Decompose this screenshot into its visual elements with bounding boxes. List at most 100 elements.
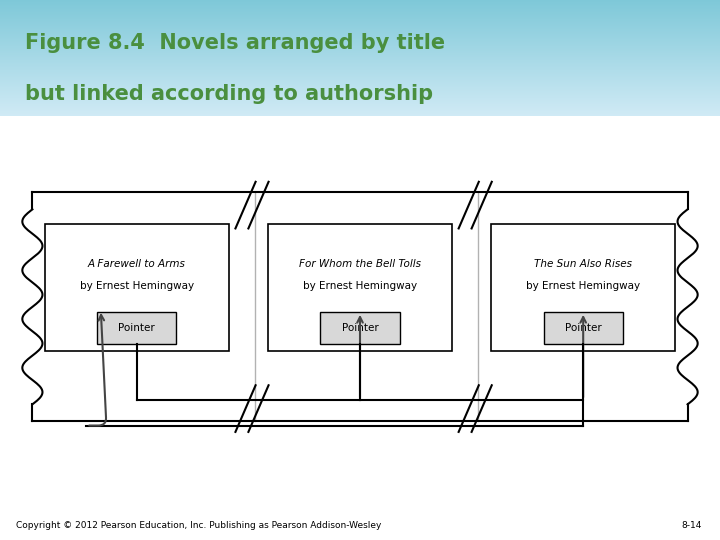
Bar [0, 40, 720, 41]
Bar [0, 106, 720, 107]
Bar [492, 224, 675, 352]
Bar [0, 87, 720, 88]
Bar [0, 97, 720, 98]
Bar [0, 112, 720, 113]
Bar [0, 114, 720, 115]
Bar [0, 23, 720, 24]
Bar [0, 103, 720, 104]
Bar [0, 75, 720, 76]
Bar [0, 109, 720, 110]
Text: but linked according to authorship: but linked according to authorship [25, 84, 433, 104]
Bar [0, 28, 720, 29]
Bar [0, 9, 720, 10]
Text: Copyright © 2012 Pearson Education, Inc. Publishing as Pearson Addison-Wesley: Copyright © 2012 Pearson Education, Inc.… [16, 521, 381, 530]
Bar [0, 38, 720, 39]
Bar [0, 47, 720, 48]
Bar [0, 65, 720, 66]
Bar [0, 88, 720, 89]
Bar [0, 50, 720, 51]
Bar [0, 1, 720, 2]
Bar [0, 10, 720, 11]
Bar [0, 81, 720, 82]
Bar [0, 0, 720, 1]
Bar [0, 84, 720, 85]
Bar [0, 92, 720, 93]
Bar [0, 101, 720, 102]
Bar [0, 59, 720, 60]
Bar [0, 45, 720, 46]
Bar [0, 4, 720, 5]
Bar [0, 73, 720, 74]
Bar [0, 107, 720, 108]
Bar [0, 61, 720, 62]
Bar [0, 48, 720, 49]
Bar [0, 34, 720, 35]
Bar [0, 55, 720, 56]
Bar [0, 18, 720, 19]
Bar [0, 69, 720, 70]
Bar [0, 70, 720, 71]
Bar [0, 105, 720, 106]
Bar [0, 46, 720, 47]
Text: by Ernest Hemingway: by Ernest Hemingway [80, 281, 194, 291]
Bar [0, 31, 720, 32]
Bar [0, 17, 720, 18]
Bar [0, 24, 720, 25]
Bar [0, 64, 720, 65]
Bar [0, 43, 720, 44]
Bar [0, 41, 720, 42]
Bar [0, 86, 720, 87]
Bar [0, 71, 720, 72]
Bar [0, 62, 720, 63]
Bar [0, 102, 720, 103]
Bar [0, 16, 720, 17]
Bar [0, 115, 720, 116]
Bar [0, 80, 720, 81]
Bar [0, 14, 720, 15]
Bar [0, 95, 720, 96]
Bar [0, 53, 720, 54]
Bar [0, 13, 720, 14]
Bar [0, 39, 720, 40]
Bar [0, 78, 720, 79]
Bar [0, 68, 720, 69]
Bar [0, 3, 720, 4]
Bar [0, 79, 720, 80]
Bar [0, 113, 720, 114]
Bar [0, 2, 720, 3]
Bar [0, 42, 720, 43]
Bar [0, 76, 720, 77]
Text: Figure 8.4  Novels arranged by title: Figure 8.4 Novels arranged by title [25, 32, 446, 52]
Bar [0, 58, 720, 59]
Bar [0, 7, 720, 8]
Bar [0, 21, 720, 22]
Bar [0, 37, 720, 38]
Bar [0, 30, 720, 31]
Bar [0, 5, 720, 6]
Bar [0, 99, 720, 100]
Bar [0, 108, 720, 109]
Text: 8-14: 8-14 [682, 521, 702, 530]
Bar [544, 312, 623, 344]
Bar [0, 74, 720, 75]
Bar [0, 54, 720, 55]
Text: Pointer: Pointer [341, 323, 379, 333]
Text: by Ernest Hemingway: by Ernest Hemingway [526, 281, 640, 291]
Bar [0, 111, 720, 112]
Bar [0, 52, 720, 53]
Text: Pointer: Pointer [564, 323, 602, 333]
Bar [0, 44, 720, 45]
Bar [0, 8, 720, 9]
Text: Pointer: Pointer [118, 323, 156, 333]
Bar [0, 91, 720, 92]
Bar [0, 90, 720, 91]
Bar [0, 72, 720, 73]
Text: by Ernest Hemingway: by Ernest Hemingway [303, 281, 417, 291]
Bar [0, 93, 720, 94]
Bar [0, 35, 720, 36]
Bar [0, 51, 720, 52]
Bar [0, 36, 720, 37]
Bar [0, 66, 720, 67]
Bar [680, 210, 702, 404]
Bar [0, 100, 720, 101]
